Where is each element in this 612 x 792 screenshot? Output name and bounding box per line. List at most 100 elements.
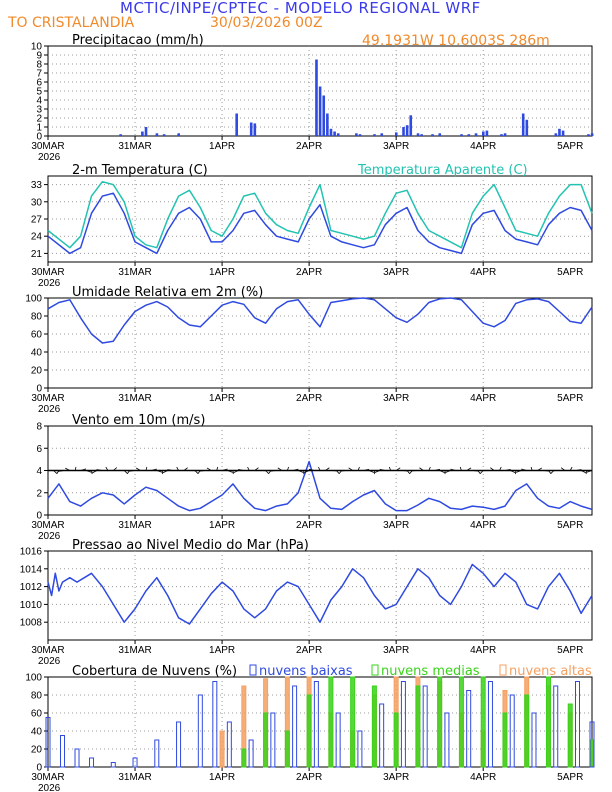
cloud-bar [437,676,443,768]
y-tick-label: 21 [31,249,43,260]
y-tick-label: 1012 [20,582,43,593]
cloud-bar [567,703,573,768]
precip-bar [482,131,485,136]
cloud-bar [306,694,312,768]
y-tick-label: 27 [31,215,43,226]
x-tick-label: 1APR [209,393,235,404]
x-tick-label: 1APR [209,520,235,531]
precip-bar [253,123,257,136]
panel-title: Cobertura de Nuvens (%) [72,664,237,679]
precip-bar [554,133,558,136]
precip-bar [155,133,159,136]
legend-label: nuvens medias [381,664,480,679]
cloud-bar [270,712,276,768]
cloud-bar [350,676,356,768]
x-tick-label: 30MAR [31,520,64,531]
y-tick-label: 0 [36,132,42,143]
x-tick-label: 2APR [296,772,322,783]
y-tick-label: 80 [31,691,43,702]
x-tick-label: 3APR [383,772,409,783]
panel-6: 30MAR 31MAR 1APR 2APR 3APR 4APR 5APR 2026 0 20 40 6… [25,664,595,792]
x-tick-label: 1APR [209,141,235,152]
x-tick-label: 31MAR [118,267,151,278]
precip-bar [322,95,326,136]
cloud-bar [502,712,508,768]
x-axis-year: 2026 [38,656,61,667]
x-tick-label: 5APR [557,772,583,783]
cloud-bar [400,681,406,768]
cloud-bar [371,685,377,768]
precip-bar [460,134,463,136]
y-tick-label: 7 [36,69,42,80]
panel-frame [47,550,593,641]
series-line [47,297,593,344]
y-tick-label: 1008 [20,618,43,629]
cloud-bar [226,721,232,768]
y-tick-label: 1014 [20,564,43,575]
y-tick-label: 33 [31,180,43,191]
y-tick-label: 24 [31,232,43,243]
legend-swatch [249,664,257,676]
precip-bar [558,128,561,136]
precip-bar [326,113,329,136]
y-tick-label: 40 [31,348,43,359]
precip-bar [333,131,336,136]
precip-bar [318,86,322,136]
cloud-bar [263,712,269,768]
y-tick-label: 0 [36,511,42,522]
y-tick-label: 4 [36,466,42,477]
cloud-bar [154,739,160,768]
header-title: MCTIC/INPE/CPTEC - MODELO REGIONAL WRF [120,0,481,17]
y-tick-label: 10 [31,42,43,53]
x-tick-label: 4APR [470,141,496,152]
panel-title: Vento em 10m (m/s) [72,413,205,428]
cloud-bar [487,681,493,768]
x-axis-year: 2026 [38,278,61,289]
cloud-bar [110,762,116,768]
x-tick-label: 5APR [557,141,583,152]
x-tick-label: 30MAR [31,393,64,404]
cloud-bar [531,712,537,768]
precip-bar [315,59,318,136]
header-run: 30/03/2026 00Z [210,15,323,31]
precip-bar [420,134,423,136]
x-tick-label: 5APR [557,393,583,404]
series-line [47,180,593,249]
cloud-series-nuvens-baixas [45,681,595,768]
cloud-bar [480,676,486,768]
cloud-bar [574,681,580,768]
panel-2: 30MAR 31MAR 1APR 2APR 3APR 4APR 5APR 2026 21 24 27… [31,163,593,289]
series-line [47,460,593,512]
y-tick-label: 2 [36,488,42,499]
precip-bar [474,133,478,136]
cloud-bar [45,717,51,768]
panel-3: 30MAR 31MAR 1APR 2APR 3APR 4APR 5APR 2026 0 20 40 6… [25,285,593,415]
cloud-bar [553,685,559,768]
precip-bar [402,127,405,136]
header-coords: 49.1931W 10.6003S 286m [362,33,550,49]
cloud-bar [524,694,530,768]
y-tick-label: 80 [31,312,43,323]
cloud-bar [292,685,298,768]
cloud-series-nuvens-altas [219,676,595,768]
y-tick-label: 2 [36,114,42,125]
x-axis-year: 2026 [38,404,61,415]
x-tick-label: 4APR [470,393,496,404]
cloud-bar [132,757,138,768]
precip-bar [521,113,525,136]
cloud-bar [545,676,551,768]
precip-bar [587,134,590,136]
precip-bar [235,113,238,136]
cloud-series-nuvens-medias [241,676,595,768]
y-tick-label: 20 [31,745,43,756]
header-location: TO CRISTALANDIA [7,15,135,31]
y-tick-label: 4 [36,96,42,107]
x-tick-label: 31MAR [118,393,151,404]
cloud-bar [60,735,66,768]
precip-bar [394,132,398,136]
precip-bar [355,133,358,136]
cloud-bar [458,676,464,768]
x-tick-label: 31MAR [118,520,151,531]
panel-5: 30MAR 31MAR 1APR 2APR 3APR 4APR 5APR 2026 1008 10… [20,538,593,667]
